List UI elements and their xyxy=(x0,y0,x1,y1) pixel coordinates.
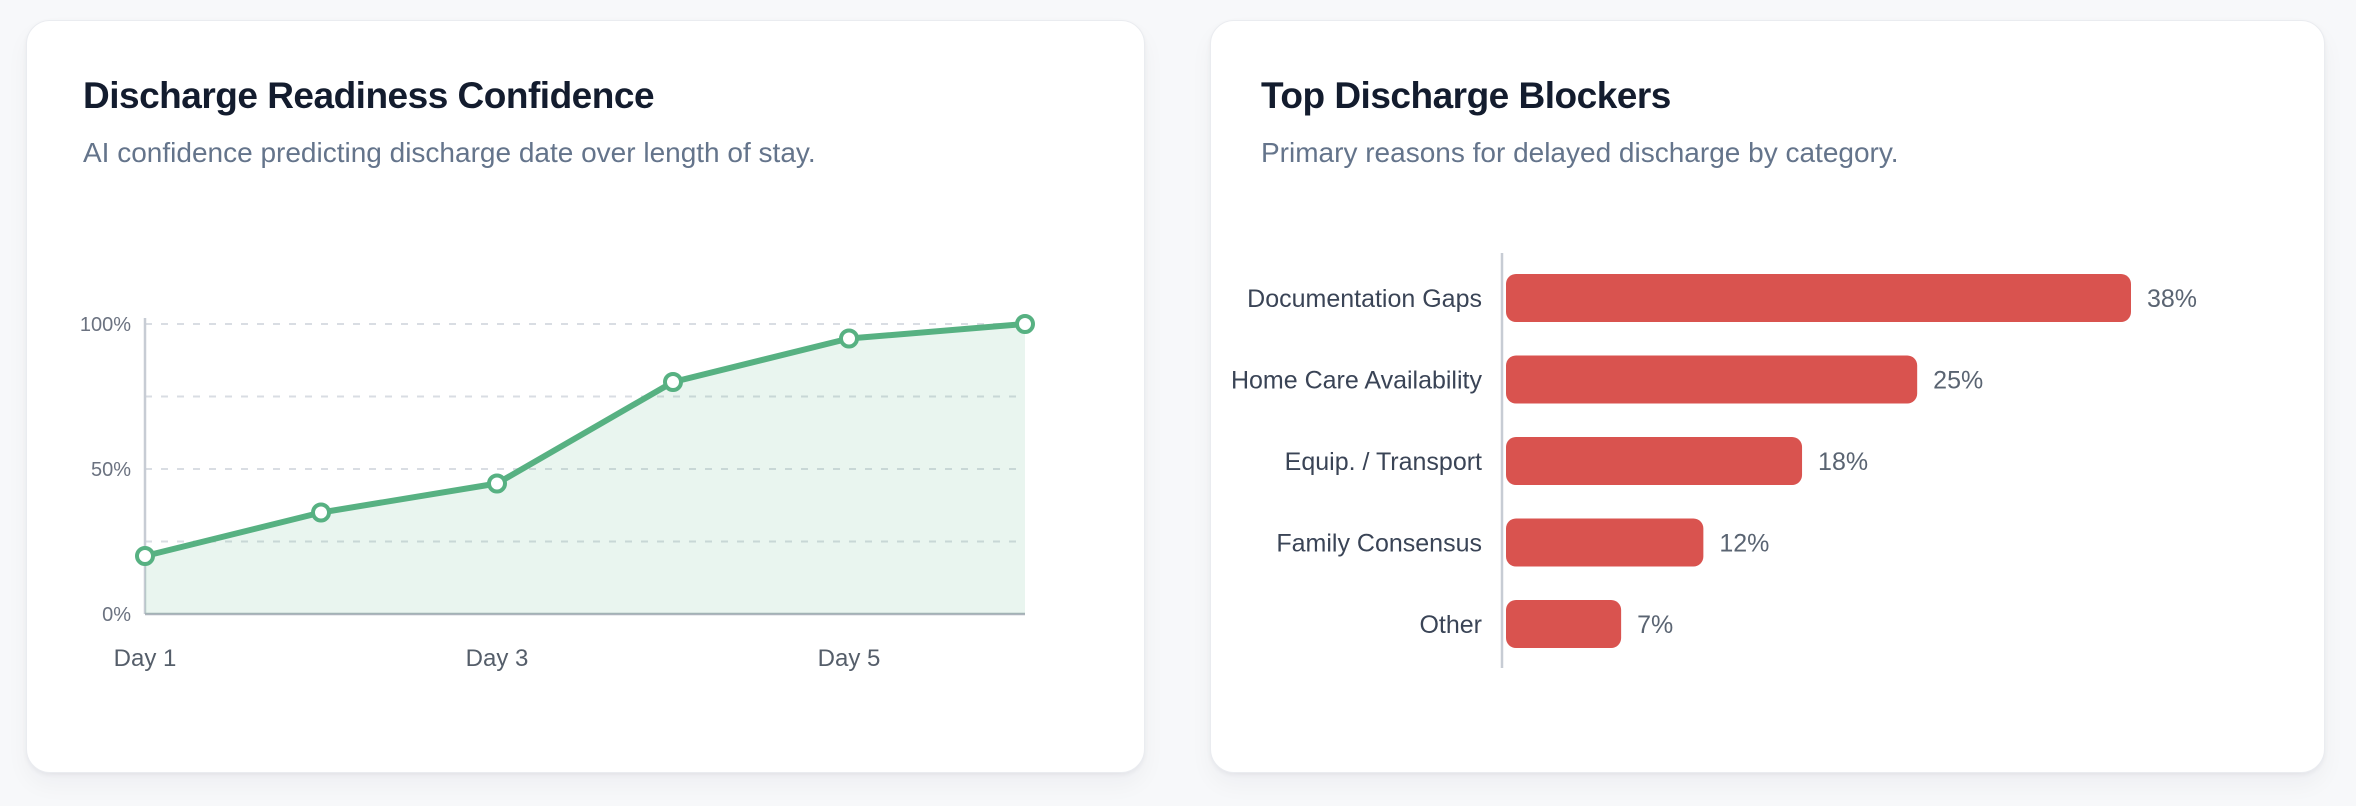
line-point-day-6[interactable] xyxy=(1015,314,1035,334)
value-label-equip-transport: 18% xyxy=(1818,448,1868,476)
discharge-readiness-subtitle: AI confidence predicting discharge date … xyxy=(83,137,816,168)
bar-other[interactable] xyxy=(1506,600,1622,648)
y-tick-label: 50% xyxy=(91,459,131,481)
discharge-blockers-subtitle: Primary reasons for delayed discharge by… xyxy=(1261,137,1899,168)
value-label-other: 7% xyxy=(1637,611,1673,639)
x-tick-label-day-5: Day 5 xyxy=(818,645,881,672)
line-point-day-4[interactable] xyxy=(663,372,683,392)
discharge-blockers-title: Top Discharge Blockers xyxy=(1261,75,1671,116)
bar-family-consensus[interactable] xyxy=(1506,518,1704,567)
line-point-day-3[interactable] xyxy=(487,473,507,494)
bar-home-care-availability[interactable] xyxy=(1506,355,1918,404)
category-label-family-consensus: Family Consensus xyxy=(1276,530,1482,558)
blockers-bar-chart: Documentation Gaps 38% Home Care Availabil… xyxy=(1211,231,2326,711)
category-label-home-care-availability: Home Care Availability xyxy=(1231,367,1483,395)
line-point-day-1[interactable] xyxy=(135,546,155,566)
confidence-line xyxy=(142,321,1028,559)
category-label-other: Other xyxy=(1419,611,1482,639)
bar-documentation-gaps[interactable] xyxy=(1506,274,2131,322)
x-tick-label-day-1: Day 1 xyxy=(114,645,177,672)
line-point-day-5[interactable] xyxy=(839,328,859,349)
value-label-family-consensus: 12% xyxy=(1719,530,1769,558)
x-tick-label-day-3: Day 3 xyxy=(466,645,529,672)
value-label-home-care-availability: 25% xyxy=(1933,367,1983,395)
bar-equip-transport[interactable] xyxy=(1506,437,1803,485)
y-tick-label: 100% xyxy=(80,314,131,336)
discharge-readiness-title: Discharge Readiness Confidence xyxy=(83,75,655,116)
discharge-blockers-card: Top Discharge Blockers Primary reasons f… xyxy=(1210,20,2325,773)
value-label-documentation-gaps: 38% xyxy=(2147,285,2197,313)
category-label-documentation-gaps: Documentation Gaps xyxy=(1247,285,1482,313)
area-fill xyxy=(145,324,1025,614)
readiness-line-chart: 0% 50% 100% Day 1 Day 3 Day 5 xyxy=(27,304,1146,704)
line-point-day-2[interactable] xyxy=(311,502,331,523)
discharge-readiness-card: Discharge Readiness Confidence AI confid… xyxy=(26,20,1145,773)
y-tick-label: 0% xyxy=(102,604,131,626)
category-label-equip-transport: Equip. / Transport xyxy=(1285,448,1482,476)
